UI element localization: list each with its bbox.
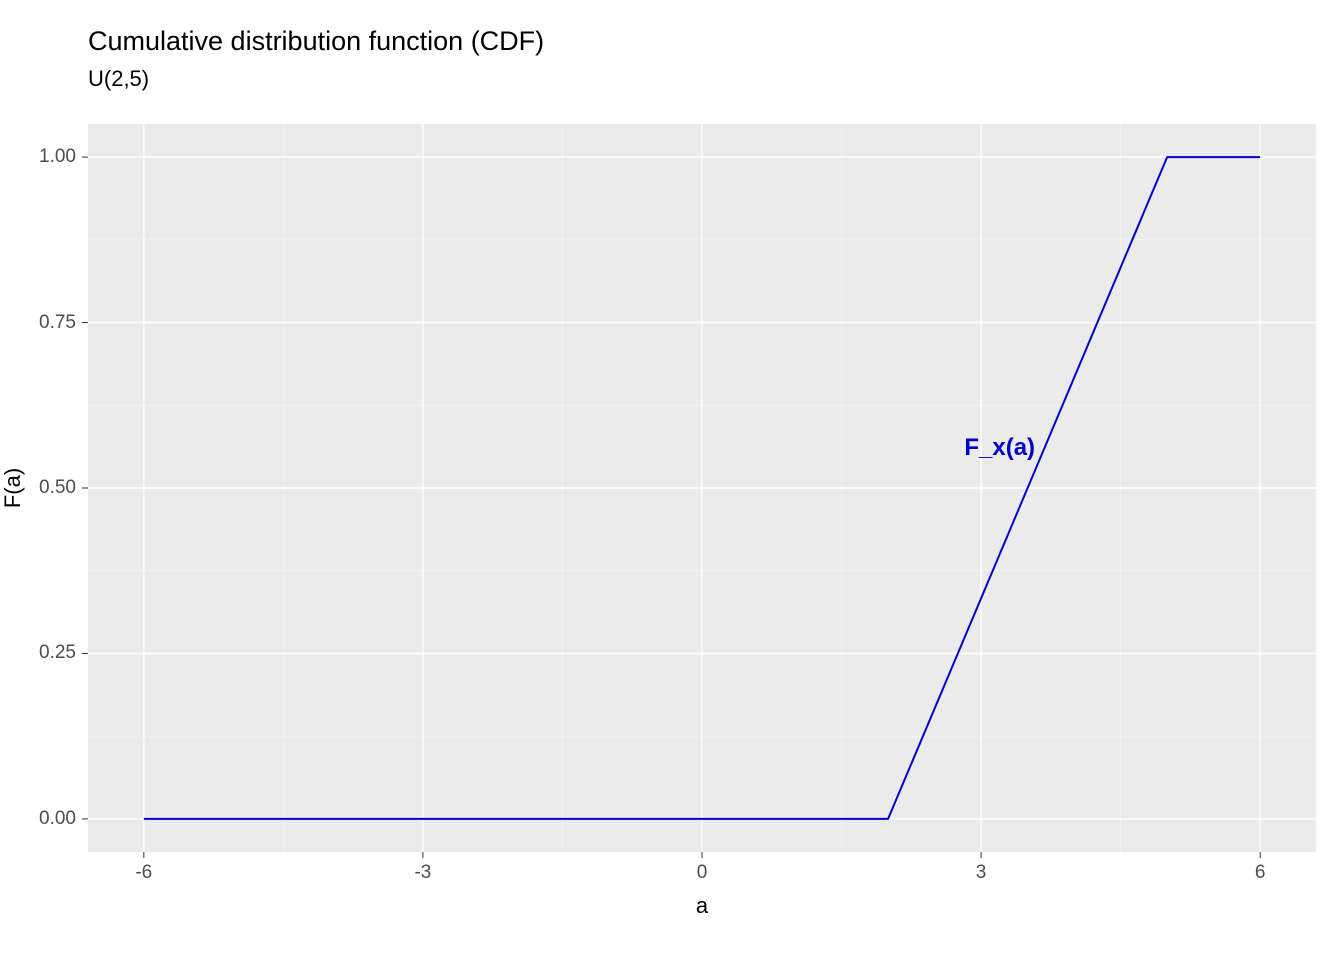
y-tick-label: 0.00 [39,808,76,830]
plot-panel [68,114,1336,862]
cdf-chart: Cumulative distribution function (CDF) U… [0,0,1344,960]
series-annotation: F_x(a) [964,434,1035,462]
y-tick-label: 0.75 [39,312,76,334]
x-tick-label: 0 [697,862,708,884]
chart-title: Cumulative distribution function (CDF) [88,26,544,57]
y-tick-label: 1.00 [39,146,76,168]
x-tick-label: 6 [1255,862,1266,884]
x-tick-label: -6 [135,862,152,884]
y-axis-label: F(a) [0,468,26,508]
y-tick-label: 0.25 [39,642,76,664]
x-tick-label: 3 [976,862,987,884]
x-axis-label: a [696,893,708,919]
y-tick-label: 0.50 [39,477,76,499]
chart-subtitle: U(2,5) [88,66,149,92]
x-tick-label: -3 [414,862,431,884]
